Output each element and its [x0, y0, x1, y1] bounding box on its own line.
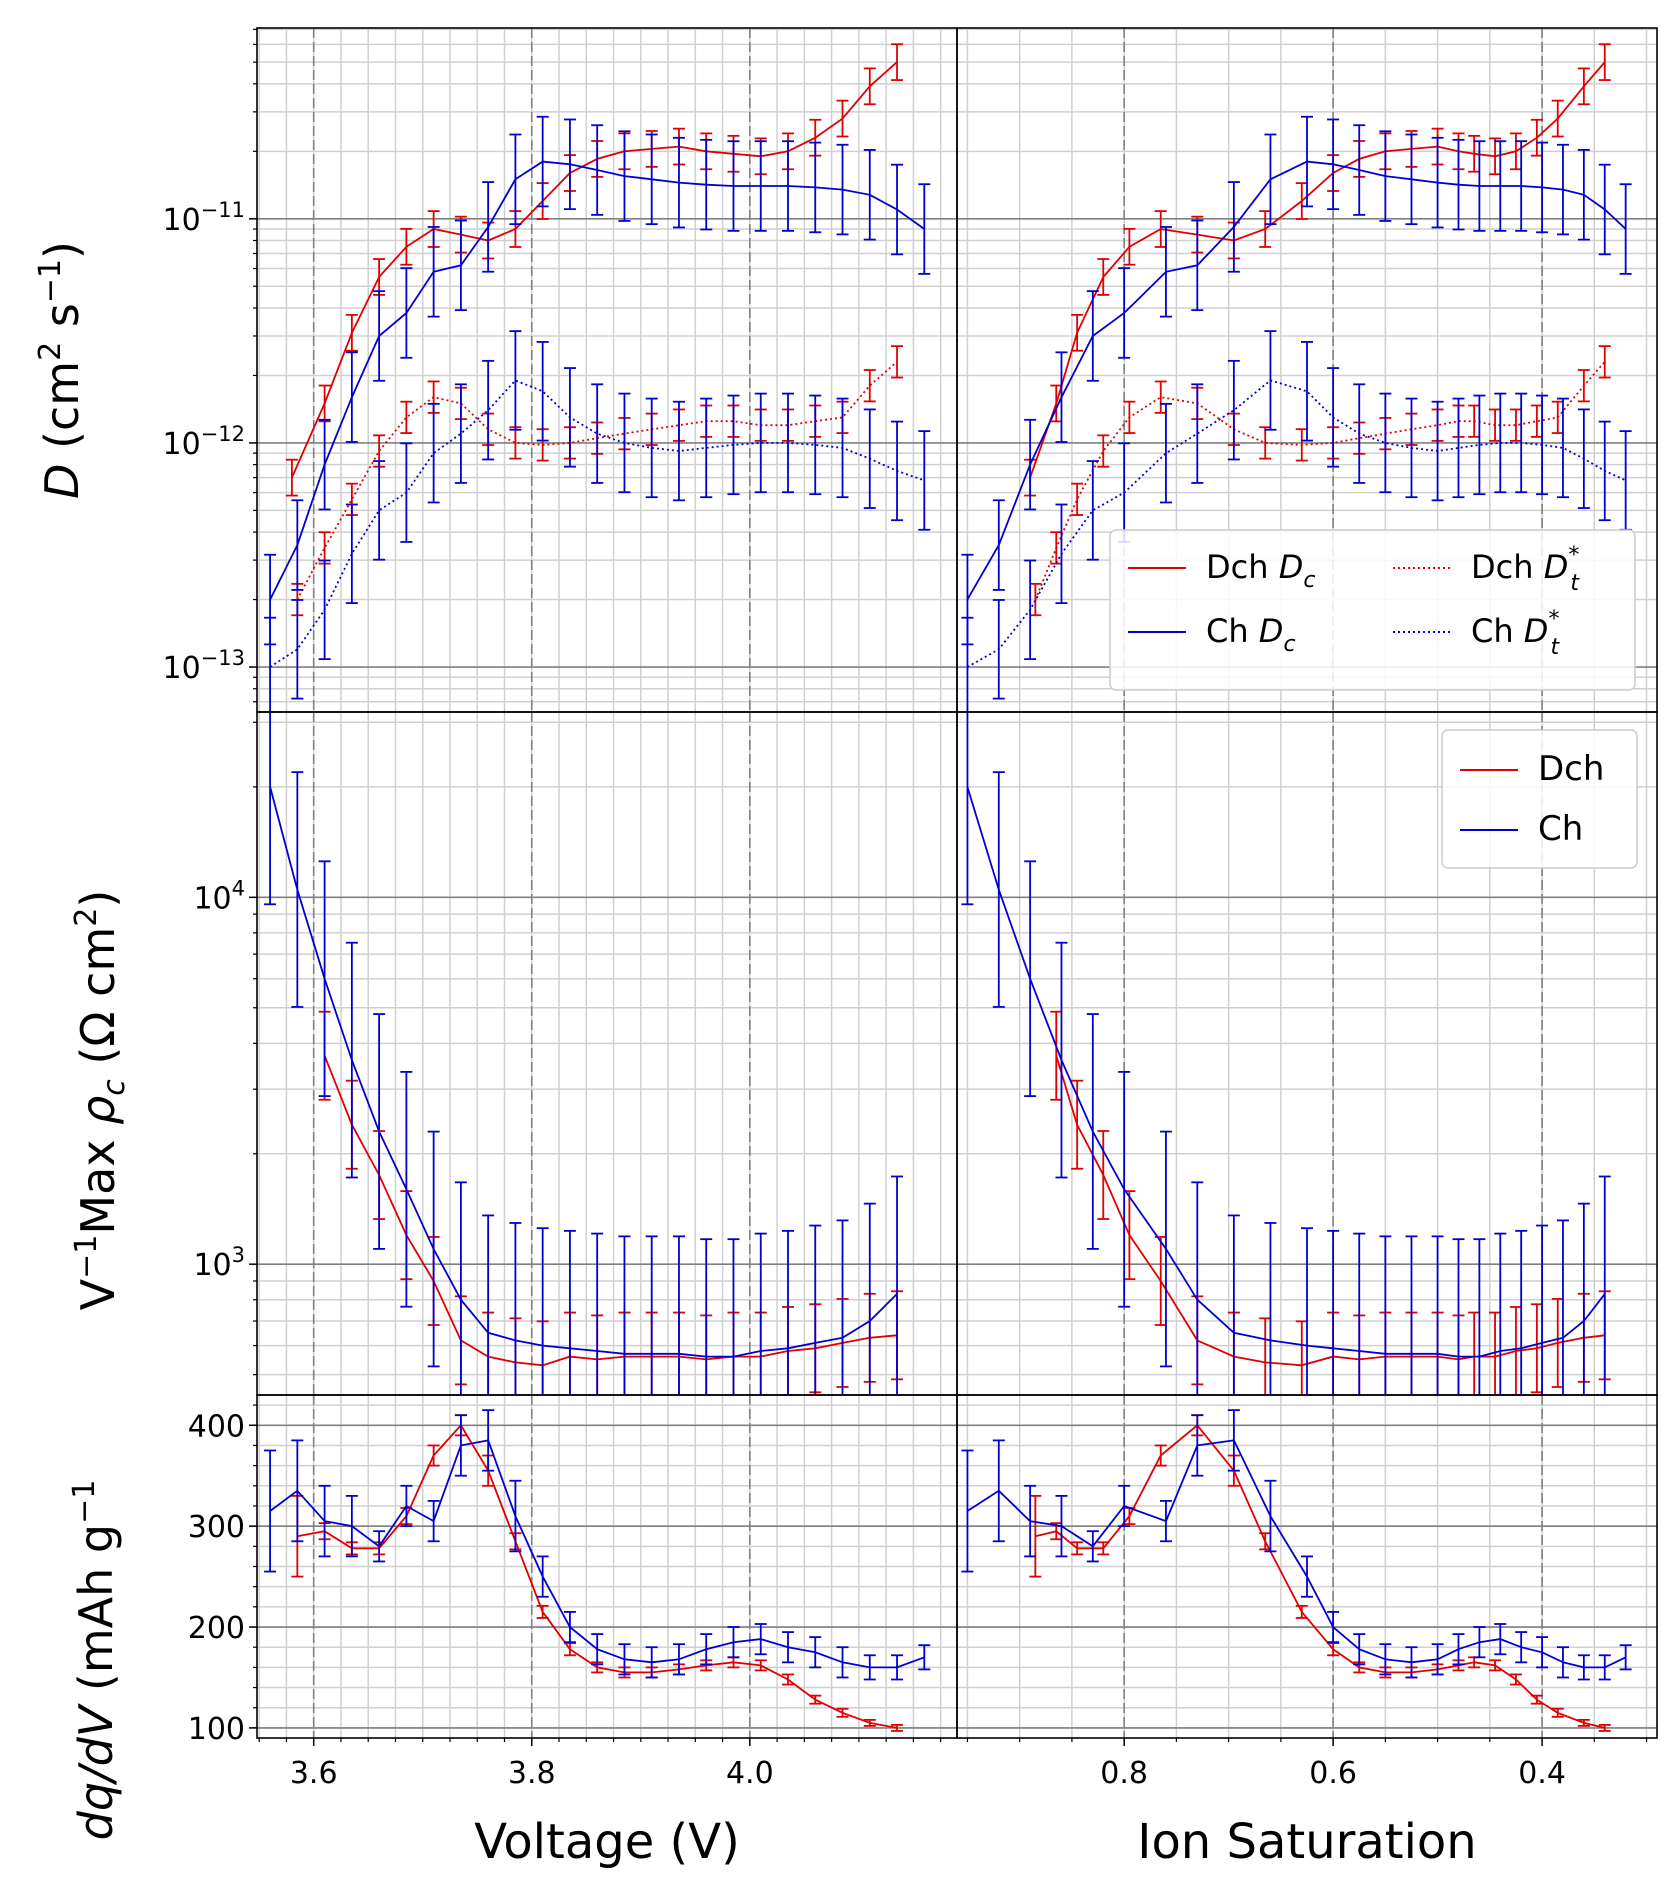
y-axis-title-diffusivity: D (cm2 s−1) — [33, 241, 89, 499]
symbol-dqdv: dq/dV — [69, 1702, 123, 1840]
y-tick-base: 10 — [193, 881, 231, 916]
symbol-d: D — [35, 464, 89, 499]
y-tick-label: 10−13 — [162, 646, 245, 686]
legend-label-sub: t — [1570, 571, 1580, 596]
unit-superscript: 2 — [69, 908, 104, 927]
y-tick-label: 10−11 — [162, 198, 245, 238]
x-axis-title: Voltage (V) — [474, 1814, 740, 1870]
y-tick-value: 400 — [188, 1409, 245, 1444]
legend-label-sup: * — [1548, 607, 1559, 632]
y-tick-label: 200 — [188, 1611, 245, 1646]
unit-part: V — [71, 1278, 125, 1310]
y-tick-exponent: −13 — [201, 646, 245, 670]
series-line-dch — [1055, 1055, 1605, 1367]
x-tick-label: 3.6 — [290, 1756, 338, 1791]
y-axis-title-text: D (cm2 s−1) — [33, 241, 89, 499]
legend-label-sub: c — [1303, 568, 1315, 593]
axes-layer — [249, 27, 1658, 1746]
x-tick-label: 0.4 — [1518, 1756, 1566, 1791]
data-layer — [264, 43, 1632, 1732]
unit-superscript: 2 — [33, 342, 68, 361]
series-line-dch — [297, 1423, 898, 1729]
series-line-ch — [966, 786, 1606, 1358]
symbol-rho: ρ — [71, 1096, 125, 1125]
y-tick-base: 10 — [162, 203, 200, 238]
panel-resistivity-voltage — [264, 712, 904, 1395]
panel-resistivity-saturation — [961, 712, 1611, 1395]
unit-part: (cm — [35, 361, 89, 464]
legend-label-symbol: D — [1259, 612, 1284, 650]
y-tick-base: 10 — [162, 427, 200, 462]
panel-diffusivity-saturation — [961, 43, 1632, 712]
legend-box-diffusivity — [1109, 529, 1636, 691]
unit-superscript: −1 — [69, 1235, 104, 1279]
unit-part: ) — [35, 241, 89, 259]
series-line-dch_dc — [1029, 61, 1606, 478]
unit-part: (mAh g — [69, 1524, 123, 1706]
y-axis-title-dqdv: dq/dV (mAh g−1 — [67, 1480, 123, 1841]
symbol-subscript: c — [97, 1079, 132, 1096]
legend-box-resistivity — [1441, 729, 1638, 869]
unit-superscript: −1 — [67, 1480, 102, 1524]
label-part: Max — [71, 1125, 125, 1235]
legend-label-symbol: D — [1524, 612, 1549, 650]
unit-part: (Ω cm — [71, 927, 125, 1079]
y-tick-exponent: −11 — [201, 198, 245, 222]
x-tick-label: 3.8 — [508, 1756, 556, 1791]
series-line-ch — [269, 786, 898, 1358]
y-tick-label: 104 — [193, 876, 245, 916]
x-tick-label: 4.0 — [726, 1756, 774, 1791]
panel-frame — [956, 1394, 1658, 1739]
panel-frame — [256, 27, 958, 713]
unit-superscript: −1 — [33, 259, 68, 303]
legend-label-ch: Ch — [1538, 809, 1583, 849]
legend-label-sub: c — [1283, 632, 1295, 657]
y-tick-base: 10 — [193, 1248, 231, 1283]
legend-label-ch_dt: Ch D* t — [1471, 607, 1560, 660]
y-tick-label: 300 — [188, 1510, 245, 1545]
y-tick-base: 10 — [162, 651, 200, 686]
y-tick-value: 300 — [188, 1510, 245, 1545]
legend-label-dch_dc: Dch Dc — [1206, 548, 1315, 593]
y-axis-title-resistivity: V−1Max ρc (Ω cm2) — [69, 890, 132, 1311]
series-line-dch — [1035, 1424, 1606, 1729]
legend-label-sub: t — [1550, 635, 1560, 660]
series-line-ch — [966, 1439, 1627, 1669]
y-tick-exponent: 4 — [232, 876, 245, 900]
y-tick-label: 10−12 — [162, 422, 245, 462]
x-tick-label: 0.8 — [1100, 1756, 1148, 1791]
y-tick-label: 100 — [188, 1712, 245, 1747]
y-axis-title-text: V−1Max ρc (Ω cm2) — [69, 890, 132, 1311]
panel-dqdv-voltage — [264, 1409, 931, 1732]
panel-diffusivity-voltage — [264, 43, 931, 712]
legend-label-text: Dch — [1206, 548, 1279, 586]
legend-label-symbol: D — [1544, 548, 1569, 586]
legend-label-symbol: D — [1279, 548, 1304, 586]
legend-label-text: Ch — [1206, 612, 1259, 650]
series-line-dch_dt — [1034, 361, 1606, 600]
legend-label-dch: Dch — [1538, 749, 1604, 789]
legend-label-dch_dt: Dch D* t — [1471, 543, 1580, 596]
series-line-dch — [323, 1055, 898, 1367]
x-axis-title: Ion Saturation — [1137, 1814, 1476, 1870]
unit-part: s — [35, 303, 89, 342]
panel-frame — [256, 711, 958, 1396]
y-tick-exponent: −12 — [201, 422, 245, 446]
y-tick-label: 400 — [188, 1409, 245, 1444]
legend-label-text: Dch — [1471, 548, 1544, 586]
y-tick-label: 103 — [193, 1243, 245, 1283]
y-axis-title-text: dq/dV (mAh g−1 — [67, 1480, 123, 1841]
unit-part: ) — [71, 890, 125, 908]
y-tick-value: 100 — [188, 1712, 245, 1747]
legend-label-sup: * — [1568, 543, 1579, 568]
panel-dqdv-saturation — [961, 1409, 1632, 1732]
legend-label-text: Ch — [1471, 612, 1524, 650]
legend-label-ch_dc: Ch Dc — [1206, 612, 1296, 657]
x-tick-label: 0.6 — [1309, 1756, 1357, 1791]
y-tick-value: 200 — [188, 1611, 245, 1646]
y-tick-exponent: 3 — [232, 1243, 245, 1267]
